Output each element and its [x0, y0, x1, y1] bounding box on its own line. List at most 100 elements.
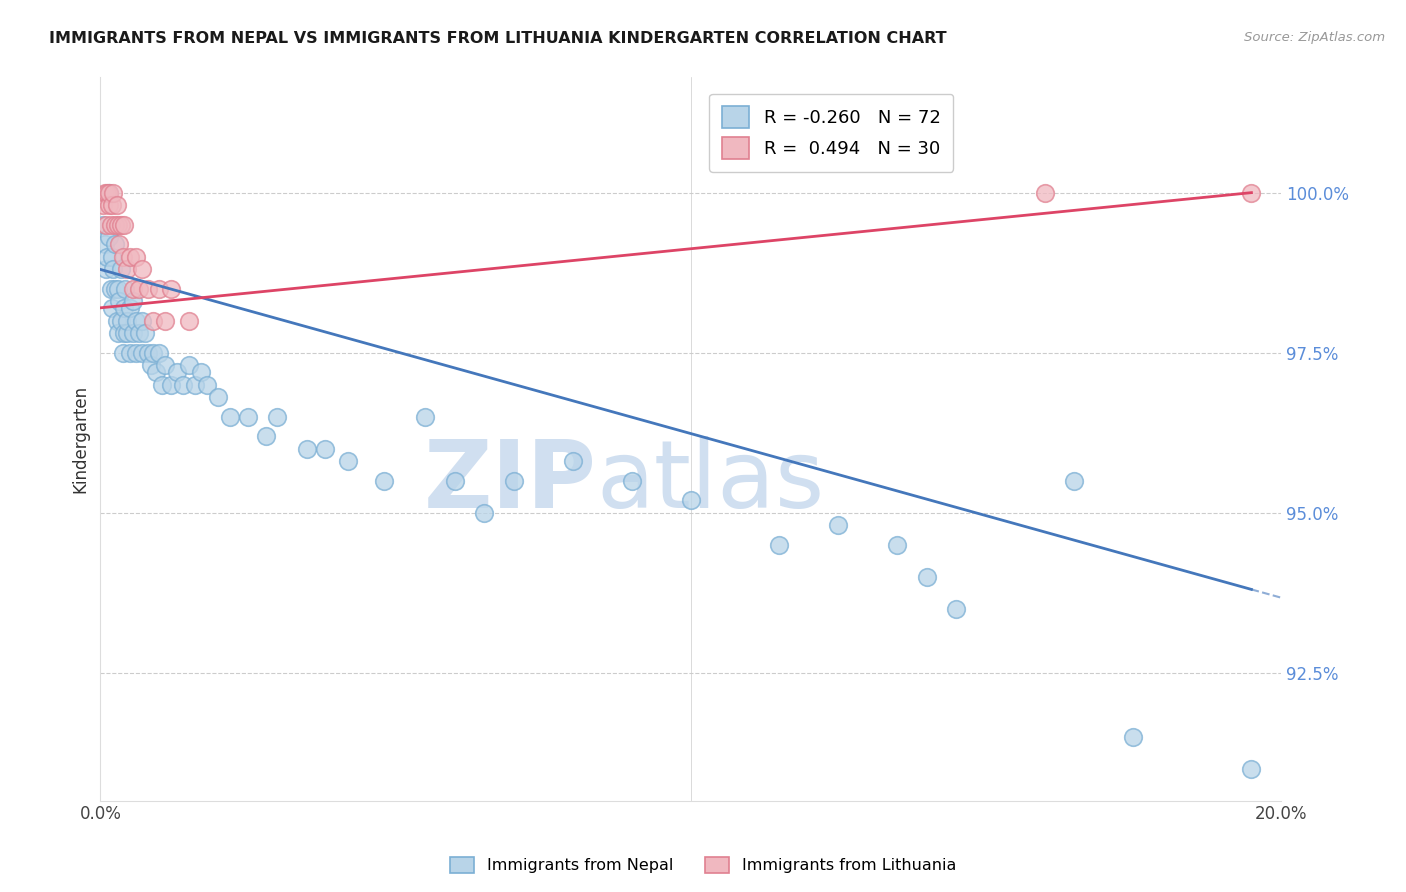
Legend: R = -0.260   N = 72, R =  0.494   N = 30: R = -0.260 N = 72, R = 0.494 N = 30	[710, 94, 953, 172]
Point	[139, 359, 162, 373]
Point	[160, 377, 183, 392]
Point	[107, 282, 129, 296]
Point	[150, 377, 173, 392]
Point	[915, 569, 938, 583]
Point	[103, 186, 125, 200]
Point	[148, 282, 170, 296]
Point	[266, 409, 288, 424]
Point	[98, 186, 121, 200]
Point	[98, 186, 121, 200]
Point	[108, 236, 131, 251]
Point	[110, 262, 132, 277]
Point	[314, 442, 336, 456]
Point	[679, 492, 702, 507]
Point	[91, 218, 114, 232]
Point	[136, 345, 159, 359]
Point	[1240, 762, 1263, 776]
Point	[96, 250, 118, 264]
Point	[112, 326, 135, 341]
Point	[236, 409, 259, 424]
Point	[108, 294, 131, 309]
Point	[172, 377, 194, 392]
Point	[148, 345, 170, 359]
Point	[96, 218, 118, 232]
Point	[207, 391, 229, 405]
Point	[413, 409, 436, 424]
Point	[254, 429, 277, 443]
Point	[110, 313, 132, 327]
Legend: Immigrants from Nepal, Immigrants from Lithuania: Immigrants from Nepal, Immigrants from L…	[443, 850, 963, 880]
Point	[104, 282, 127, 296]
Point	[125, 250, 148, 264]
Point	[443, 474, 465, 488]
Point	[1240, 186, 1263, 200]
Point	[112, 301, 135, 315]
Text: IMMIGRANTS FROM NEPAL VS IMMIGRANTS FROM LITHUANIA KINDERGARTEN CORRELATION CHAR: IMMIGRANTS FROM NEPAL VS IMMIGRANTS FROM…	[49, 31, 946, 46]
Point	[131, 313, 153, 327]
Point	[98, 230, 121, 244]
Point	[620, 474, 643, 488]
Point	[1033, 186, 1056, 200]
Point	[112, 218, 135, 232]
Point	[1063, 474, 1085, 488]
Y-axis label: Kindergarten: Kindergarten	[72, 385, 89, 493]
Point	[114, 282, 136, 296]
Point	[190, 365, 212, 379]
Point	[142, 313, 165, 327]
Point	[219, 409, 242, 424]
Point	[118, 250, 141, 264]
Point	[107, 326, 129, 341]
Point	[886, 538, 908, 552]
Point	[100, 282, 122, 296]
Point	[111, 250, 134, 264]
Point	[100, 218, 122, 232]
Point	[945, 601, 967, 615]
Text: Source: ZipAtlas.com: Source: ZipAtlas.com	[1244, 31, 1385, 45]
Point	[110, 218, 132, 232]
Point	[115, 313, 138, 327]
Point	[166, 365, 188, 379]
Point	[295, 442, 318, 456]
Point	[121, 282, 143, 296]
Point	[131, 262, 153, 277]
Point	[101, 301, 124, 315]
Text: ZIP: ZIP	[423, 436, 596, 528]
Point	[115, 326, 138, 341]
Point	[1122, 730, 1144, 744]
Point	[134, 326, 156, 341]
Point	[101, 198, 124, 212]
Point	[827, 518, 849, 533]
Point	[337, 454, 360, 468]
Point	[145, 365, 167, 379]
Point	[96, 186, 118, 200]
Point	[94, 186, 117, 200]
Point	[155, 359, 177, 373]
Point	[118, 301, 141, 315]
Point	[107, 218, 129, 232]
Point	[184, 377, 207, 392]
Point	[195, 377, 218, 392]
Point	[502, 474, 524, 488]
Point	[98, 198, 121, 212]
Point	[115, 262, 138, 277]
Point	[561, 454, 583, 468]
Point	[125, 345, 148, 359]
Point	[101, 250, 124, 264]
Point	[125, 313, 148, 327]
Point	[121, 294, 143, 309]
Point	[131, 345, 153, 359]
Point	[94, 236, 117, 251]
Point	[155, 313, 177, 327]
Point	[128, 282, 150, 296]
Point	[160, 282, 183, 296]
Point	[121, 326, 143, 341]
Point	[136, 282, 159, 296]
Point	[118, 345, 141, 359]
Point	[177, 359, 200, 373]
Point	[104, 236, 127, 251]
Point	[768, 538, 790, 552]
Point	[105, 198, 128, 212]
Point	[177, 313, 200, 327]
Point	[91, 198, 114, 212]
Point	[103, 262, 125, 277]
